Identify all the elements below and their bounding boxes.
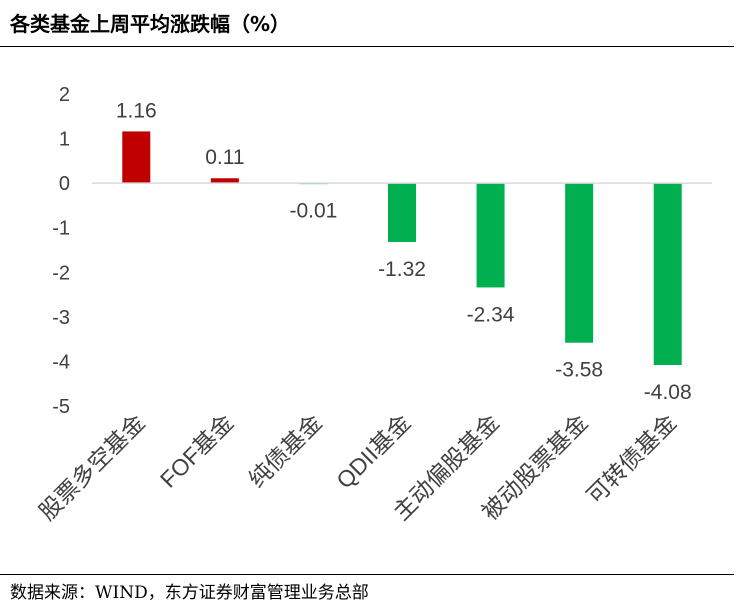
data-label: -0.01 — [289, 200, 337, 223]
bar-6 — [565, 183, 594, 343]
y-tick-label: -5 — [52, 396, 70, 418]
data-label: 1.16 — [116, 99, 157, 122]
data-label: -4.08 — [644, 381, 692, 404]
x-tick-label: 股票多空基金 — [34, 409, 150, 525]
bar-2 — [210, 178, 239, 184]
y-tick-label: -1 — [52, 218, 70, 240]
bar-1 — [122, 131, 151, 184]
y-tick-label: -2 — [52, 262, 70, 284]
source-note: 数据来源：WIND，东方证券财富管理业务总部 — [10, 583, 369, 603]
title-rule — [0, 46, 734, 47]
y-tick-label: -4 — [52, 351, 70, 373]
bar-5 — [476, 183, 505, 288]
x-tick-label: 纯债基金 — [244, 409, 327, 492]
y-tick-label: 0 — [59, 173, 70, 195]
bar-7 — [653, 183, 682, 365]
y-tick-label: -3 — [52, 307, 70, 329]
data-labels-group: 1.16 0.11 -0.01 -1.32 -2.34 -3.58 -4.08 — [116, 99, 692, 404]
bars-group — [122, 131, 682, 365]
data-label: -2.34 — [467, 303, 515, 326]
y-tick-label: 2 — [59, 84, 70, 106]
data-label: -3.58 — [555, 359, 603, 382]
y-axis: 2 1 0 -1 -2 -3 -4 -5 — [52, 84, 70, 418]
bar-4 — [388, 183, 416, 242]
chart-title: 各类基金上周平均涨跌幅（%） — [10, 12, 291, 36]
data-label: 0.11 — [205, 146, 244, 169]
data-label: -1.32 — [378, 258, 426, 281]
x-tick-label: FOF基金 — [155, 409, 238, 492]
x-tick-label: QDII基金 — [331, 409, 415, 493]
x-tick-label: 可转债基金 — [582, 409, 682, 509]
y-tick-label: 1 — [59, 129, 70, 151]
source-rule — [0, 574, 734, 575]
